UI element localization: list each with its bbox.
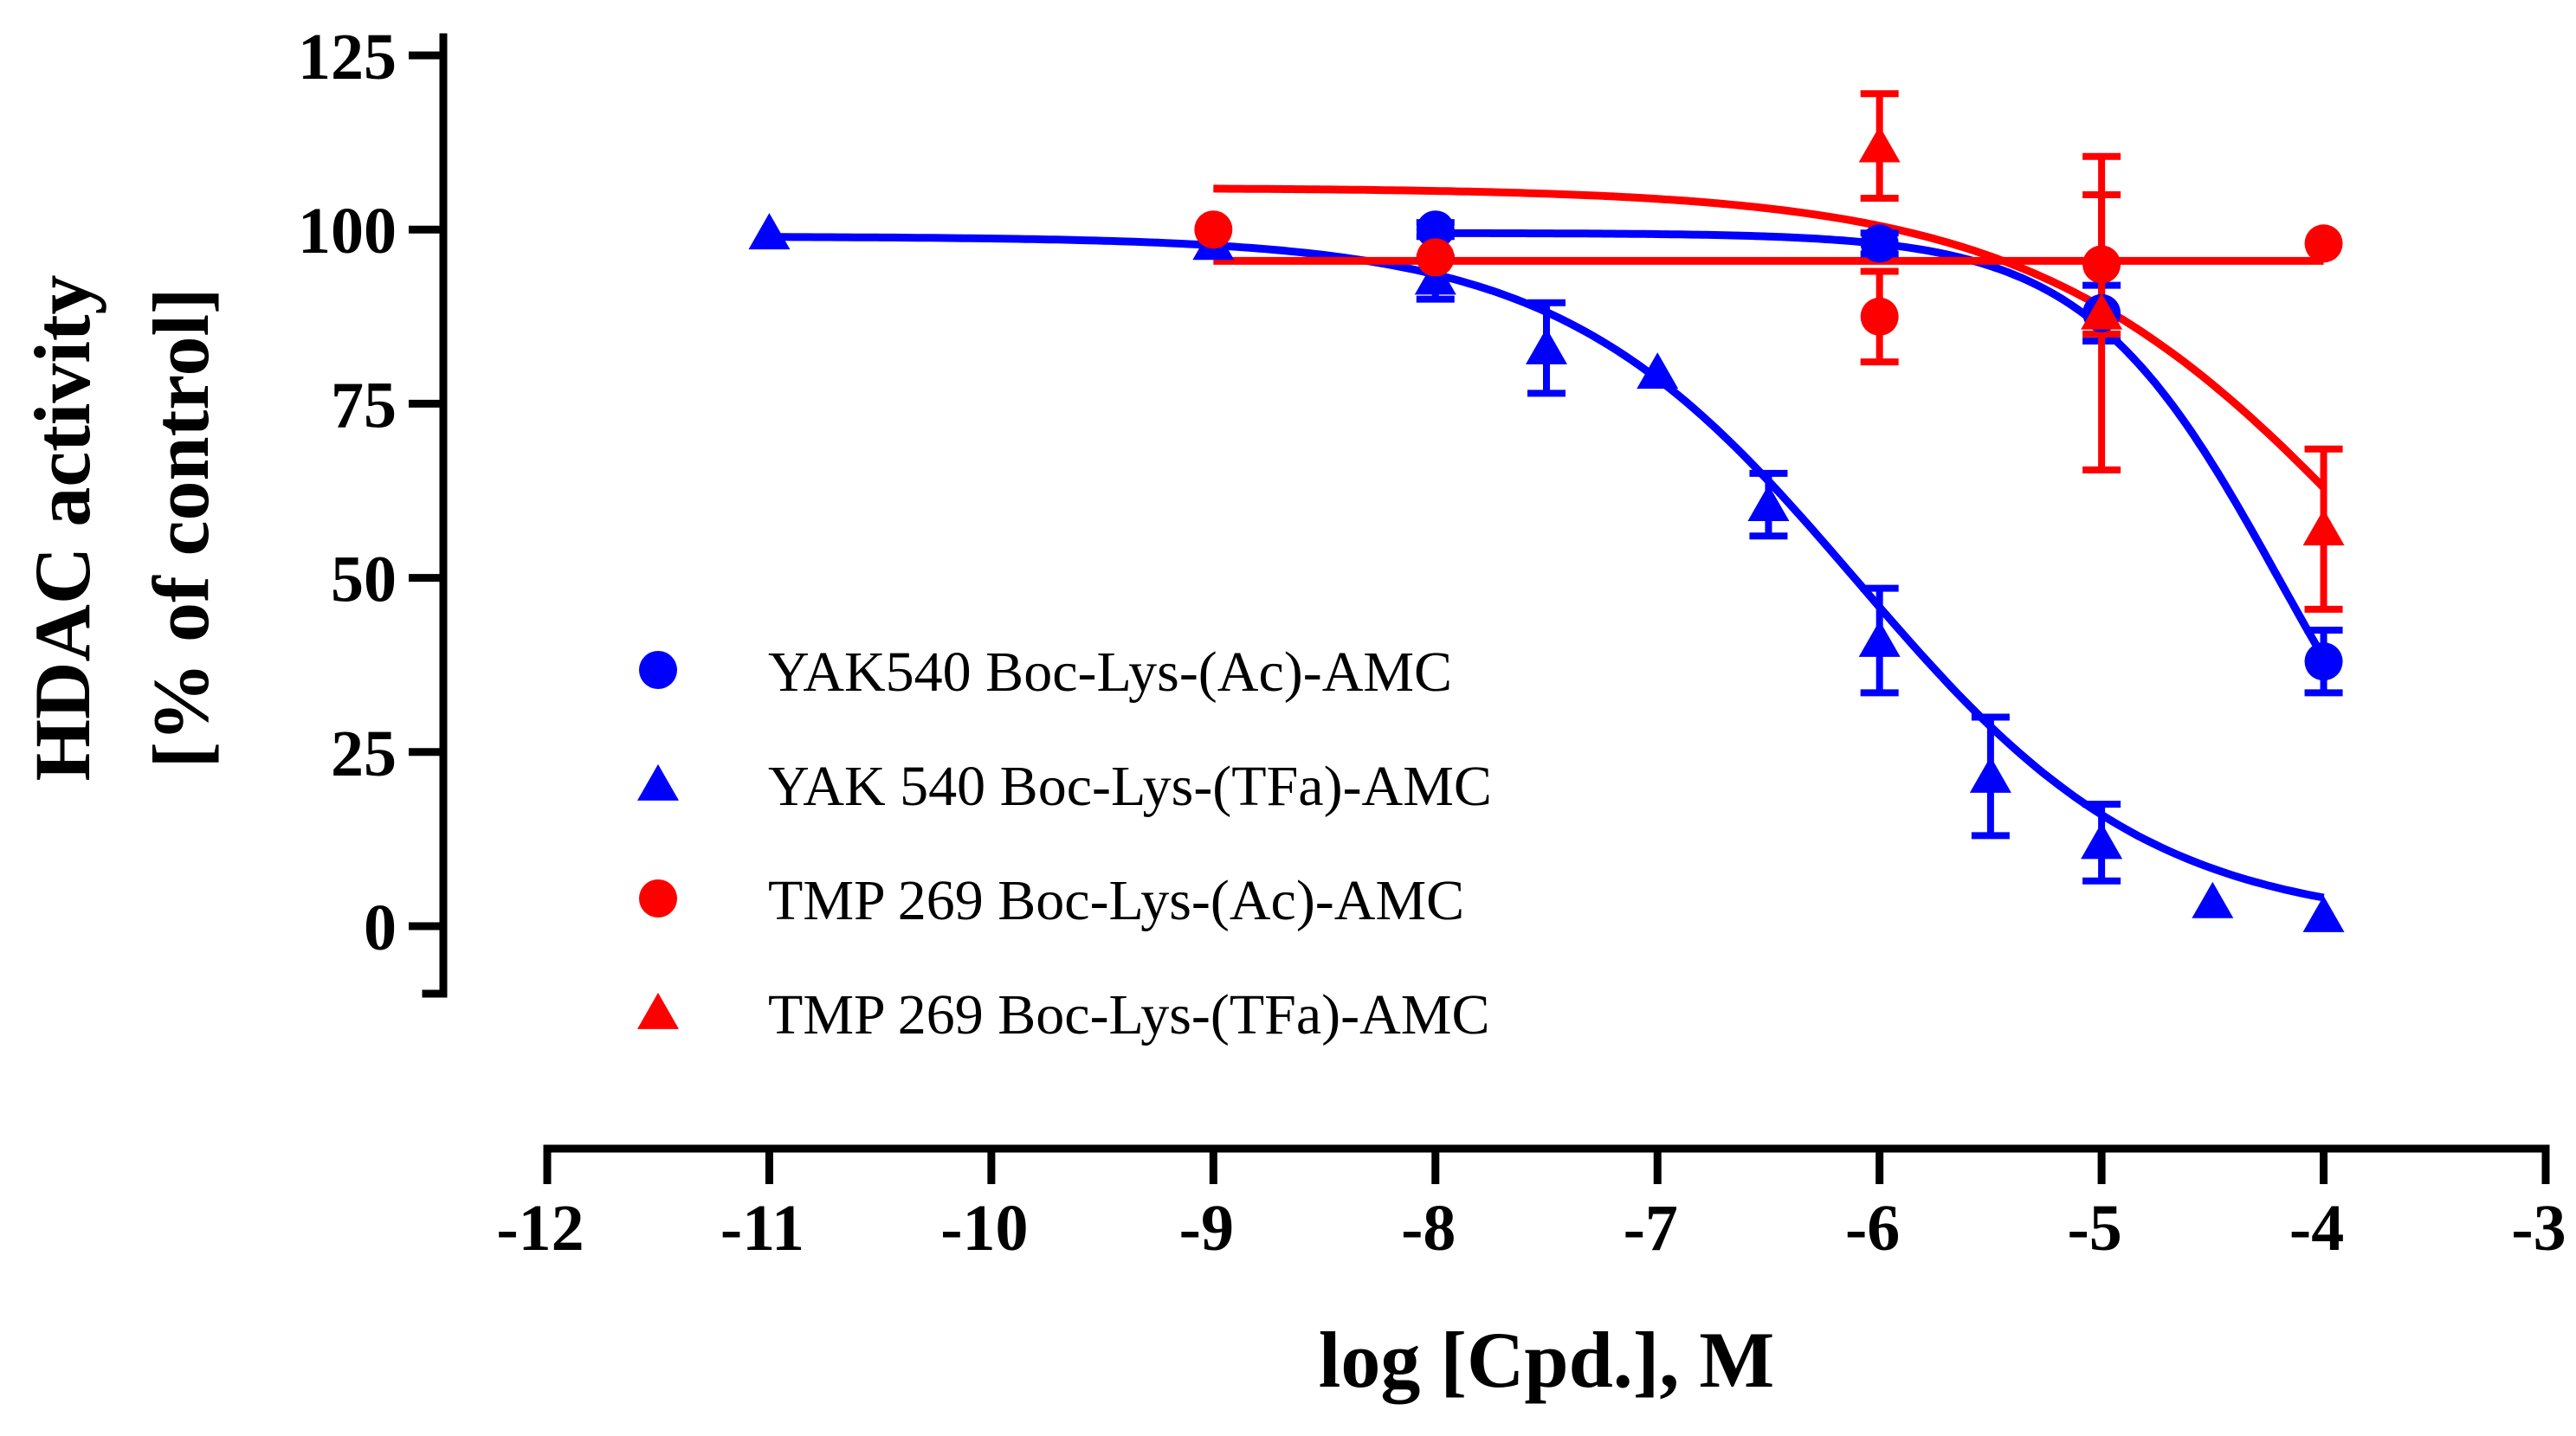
x-tick-label: -3 bbox=[2511, 1192, 2566, 1265]
legend-marker-tmp-269-boc-lys-tfa-amc bbox=[637, 992, 679, 1029]
point-tmp-269-boc-lys-ac-amc bbox=[1860, 297, 1899, 336]
x-tick-label: -8 bbox=[1401, 1192, 1456, 1265]
point-tmp-269-boc-lys-ac-amc bbox=[1416, 238, 1455, 277]
point-yak-540-boc-lys-tfa-amc bbox=[1526, 327, 1567, 364]
legend-label-tmp-269-boc-lys-ac-amc: TMP 269 Boc-Lys-(Ac)-AMC bbox=[768, 869, 1464, 932]
legend-marker-yak540-boc-lys-ac-amc bbox=[639, 651, 677, 689]
y-axis-title-line-2: [% of control] bbox=[137, 287, 225, 768]
x-tick-label: -11 bbox=[720, 1192, 804, 1265]
point-yak-540-boc-lys-tfa-amc bbox=[1858, 620, 1901, 657]
y-tick-label: 25 bbox=[331, 718, 397, 790]
point-tmp-269-boc-lys-ac-amc bbox=[2082, 245, 2121, 284]
point-yak-540-boc-lys-tfa-amc bbox=[2081, 822, 2123, 860]
point-tmp-269-boc-lys-tfa-amc bbox=[2302, 509, 2345, 546]
y-axis-ticks: 0 25 50 75 100 125 bbox=[298, 21, 443, 964]
point-yak-540-boc-lys-tfa-amc bbox=[1414, 258, 1456, 295]
legend: YAK540 Boc-Lys-(Ac)-AMC YAK 540 Boc-Lys-(… bbox=[637, 641, 1492, 1046]
point-yak540-boc-lys-ac-amc bbox=[1860, 224, 1899, 263]
point-yak540-boc-lys-ac-amc bbox=[1416, 210, 1455, 249]
point-tmp-269-boc-lys-ac-amc bbox=[1194, 210, 1233, 249]
error-bars bbox=[1416, 90, 2343, 885]
y-tick-label: 0 bbox=[364, 892, 397, 964]
point-yak-540-boc-lys-tfa-amc bbox=[1969, 756, 2011, 793]
x-tick-label: -12 bbox=[496, 1192, 584, 1265]
legend-label-yak-540-boc-lys-tfa-amc: YAK 540 Boc-Lys-(TFa)-AMC bbox=[768, 755, 1492, 818]
y-tick-label: 75 bbox=[331, 369, 397, 441]
x-axis-title: log [Cpd.], M bbox=[1319, 1316, 1774, 1404]
x-tick-label: -9 bbox=[1179, 1192, 1234, 1265]
y-tick-label: 100 bbox=[298, 195, 397, 267]
point-yak540-boc-lys-ac-amc bbox=[2304, 642, 2343, 681]
point-tmp-269-boc-lys-tfa-amc bbox=[2081, 293, 2123, 330]
fit-curve-tmp-269-boc-lys-tfa-amc bbox=[1213, 184, 2327, 491]
legend-marker-tmp-269-boc-lys-ac-amc bbox=[639, 879, 677, 918]
point-yak-540-boc-lys-tfa-amc bbox=[2302, 895, 2345, 932]
y-axis-title-line-1: HDAC activity bbox=[18, 274, 107, 781]
x-tick-label: -6 bbox=[1845, 1192, 1900, 1265]
legend-label-yak540-boc-lys-ac-amc: YAK540 Boc-Lys-(Ac)-AMC bbox=[768, 641, 1452, 704]
point-tmp-269-boc-lys-tfa-amc bbox=[1858, 126, 1901, 163]
x-tick-label: -10 bbox=[940, 1192, 1028, 1265]
x-tick-label: -4 bbox=[2289, 1192, 2344, 1265]
data-markers bbox=[748, 126, 2345, 932]
point-yak-540-boc-lys-tfa-amc bbox=[1747, 484, 1790, 521]
point-tmp-269-boc-lys-ac-amc bbox=[2304, 224, 2343, 263]
y-tick-label: 50 bbox=[331, 544, 397, 616]
point-yak-540-boc-lys-tfa-amc bbox=[1637, 352, 1679, 390]
y-axis-line bbox=[422, 33, 448, 998]
legend-marker-yak-540-boc-lys-tfa-amc bbox=[637, 763, 679, 801]
point-yak-540-boc-lys-tfa-amc bbox=[2192, 881, 2234, 918]
x-axis-ticks: -12 -11 -10 -9 -8 -7 -6 -5 -4 -3 bbox=[496, 1149, 2566, 1265]
x-tick-label: -5 bbox=[2067, 1192, 2121, 1265]
y-tick-label: 125 bbox=[298, 21, 397, 93]
point-yak-540-boc-lys-tfa-amc bbox=[748, 213, 791, 250]
legend-label-tmp-269-boc-lys-tfa-amc: TMP 269 Boc-Lys-(TFa)-AMC bbox=[768, 983, 1490, 1046]
x-tick-label: -7 bbox=[1624, 1192, 1678, 1265]
